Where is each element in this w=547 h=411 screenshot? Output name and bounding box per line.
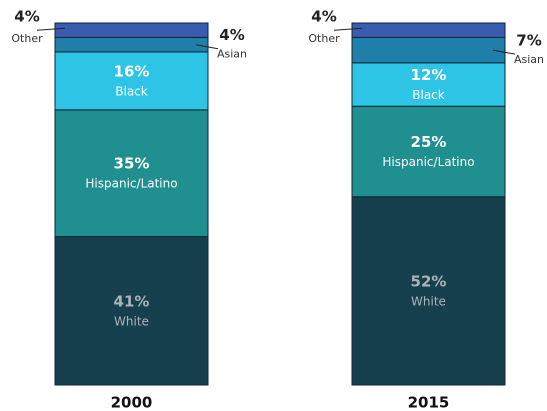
value-label: 41% — [114, 292, 150, 310]
segment-name: Other — [308, 32, 340, 45]
segment-name: Hispanic/Latino — [382, 155, 474, 169]
callout-line — [195, 44, 219, 50]
value-label: 12% — [411, 66, 447, 84]
segment-name: Black — [115, 84, 148, 98]
callout-line — [333, 27, 363, 31]
bar-segment — [54, 36, 209, 53]
x-tick-label: 2015 — [408, 394, 450, 411]
segment-name: Black — [412, 88, 445, 102]
value-label: 4% — [219, 26, 244, 44]
callout-line — [492, 49, 516, 55]
segment-name: White — [411, 294, 446, 308]
value-label: 7% — [516, 32, 541, 50]
bar-segment — [54, 22, 209, 38]
segment-name: Other — [11, 32, 43, 45]
value-label: 4% — [311, 8, 336, 26]
value-label: 35% — [114, 155, 150, 173]
bar-segment — [54, 236, 209, 386]
bar-segment — [351, 62, 506, 107]
bar-segment — [351, 22, 506, 38]
x-tick-label: 2000 — [111, 394, 153, 411]
value-label: 4% — [14, 8, 39, 26]
bar-segment — [351, 36, 506, 64]
bar-segment — [54, 109, 209, 238]
segment-name: White — [114, 314, 149, 328]
bar-segment — [54, 51, 209, 111]
value-label: 25% — [411, 133, 447, 151]
bar-segment — [351, 196, 506, 386]
segment-name: Asian — [514, 53, 544, 66]
value-label: 16% — [114, 62, 150, 80]
bar-segment — [351, 105, 506, 198]
segment-name: Asian — [217, 48, 247, 61]
segment-name: Hispanic/Latino — [85, 177, 177, 191]
callout-line — [36, 27, 66, 31]
value-label: 52% — [411, 272, 447, 290]
